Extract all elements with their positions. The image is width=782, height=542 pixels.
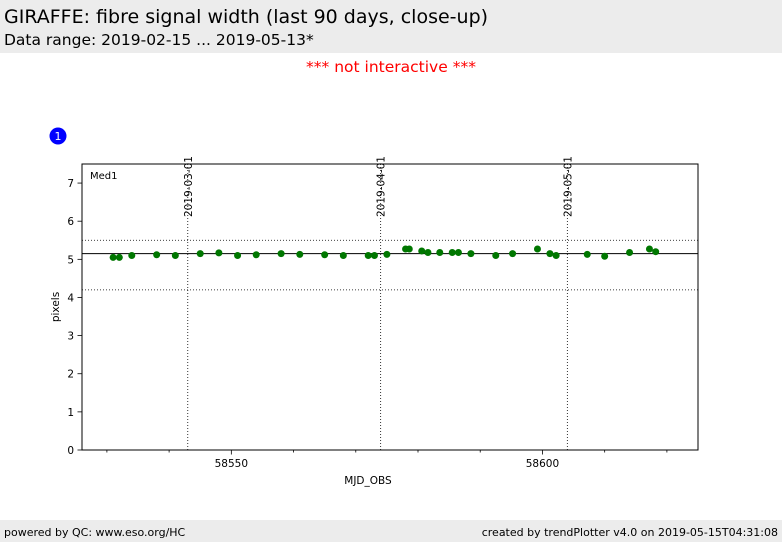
header-bar: GIRAFFE: fibre signal width (last 90 day… — [0, 0, 782, 53]
data-point — [405, 245, 413, 253]
data-point — [583, 250, 591, 258]
data-point — [277, 250, 285, 258]
y-tick-label: 6 — [67, 216, 74, 228]
page-title: GIRAFFE: fibre signal width (last 90 day… — [4, 6, 489, 28]
data-point — [339, 252, 347, 260]
data-point — [424, 248, 432, 256]
y-tick-label: 5 — [67, 254, 74, 266]
data-point — [552, 252, 560, 260]
date-label: 2019-04-01 — [376, 156, 388, 217]
data-point — [509, 250, 517, 258]
data-point — [370, 252, 378, 260]
data-point — [128, 252, 136, 260]
footer-bar: powered by QC: www.eso.org/HC created by… — [0, 520, 782, 542]
data-point — [153, 251, 161, 259]
badge-label: 1 — [55, 130, 62, 143]
date-label: 2019-03-01 — [183, 156, 195, 217]
plot-area: 1 2019-03-01 2019-04-01 2019-05-01 58550 586… — [49, 127, 699, 487]
data-point — [626, 248, 634, 256]
data-point — [492, 252, 500, 260]
data-point — [109, 253, 117, 261]
data-point — [601, 252, 609, 260]
y-tick-label: 0 — [67, 445, 74, 457]
data-point — [196, 250, 204, 258]
data-point — [467, 250, 475, 258]
data-point — [171, 252, 179, 260]
data-point — [418, 247, 426, 255]
footer-powered-by: powered by QC: www.eso.org/HC — [4, 526, 186, 539]
data-point — [454, 248, 462, 256]
data-point — [252, 251, 260, 259]
y-tick-label: 1 — [67, 407, 74, 419]
data-point — [436, 248, 444, 256]
data-range-subtitle: Data range: 2019-02-15 ... 2019-05-13* — [4, 31, 314, 49]
x-tick-label: 58550 — [215, 458, 248, 470]
y-tick-label: 2 — [67, 369, 74, 381]
data-point — [215, 249, 223, 257]
data-point — [296, 250, 304, 258]
data-point — [645, 245, 653, 253]
y-axis-label: pixels — [50, 292, 62, 322]
data-point — [115, 253, 123, 261]
plot-frame — [81, 163, 699, 451]
data-point — [448, 248, 456, 256]
data-point — [546, 250, 554, 258]
y-tick-label: 4 — [67, 292, 74, 304]
date-label: 2019-05-01 — [562, 156, 574, 217]
y-tick-label: 7 — [67, 178, 74, 190]
data-point — [364, 252, 372, 260]
badge-icon — [49, 127, 67, 145]
y-tick-label: 3 — [67, 331, 74, 343]
x-tick-label: 58600 — [526, 458, 559, 470]
data-point — [234, 252, 242, 260]
footer-created-by: created by trendPlotter v4.0 on 2019-05-… — [481, 526, 778, 539]
x-axis-label: MJD_OBS — [344, 475, 392, 487]
data-point — [533, 245, 541, 253]
data-point — [383, 250, 391, 258]
chart: 2019-03-01 2019-04-01 2019-05-01 58550 58600… — [50, 156, 699, 487]
data-point — [321, 251, 329, 259]
not-interactive-notice: *** not interactive *** — [306, 58, 476, 76]
data-point — [652, 248, 660, 256]
panel-label: Med1 — [90, 171, 118, 182]
